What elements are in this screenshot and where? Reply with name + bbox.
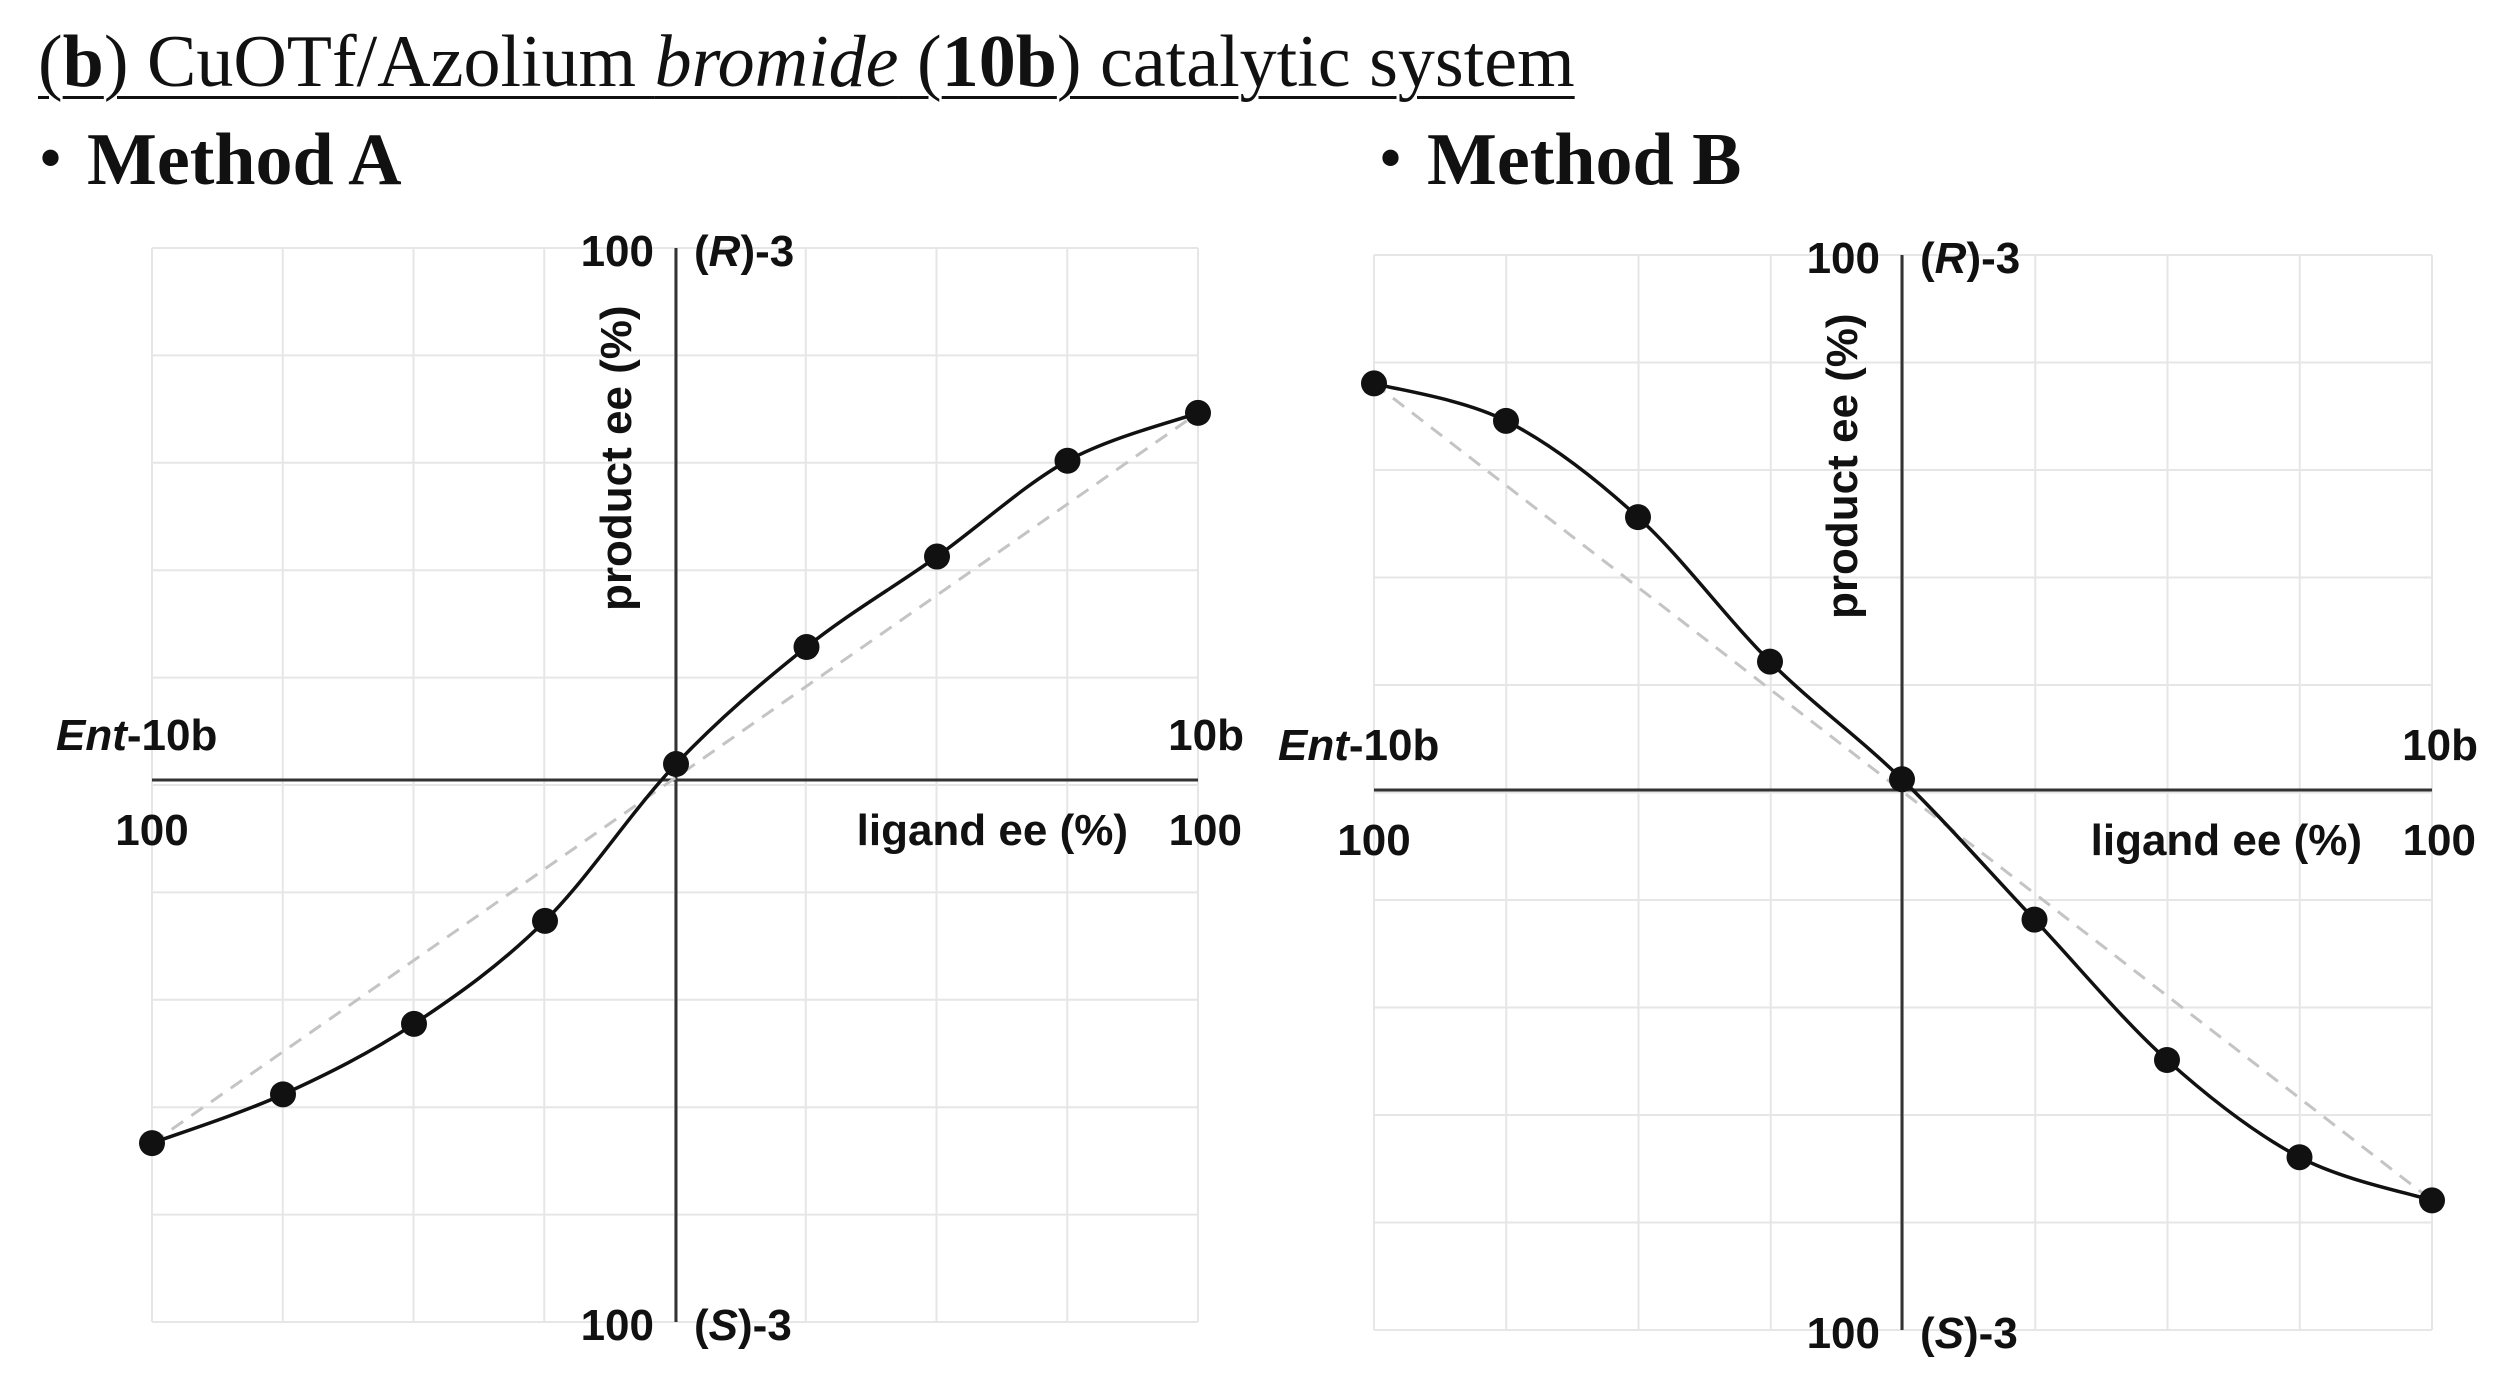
data-point bbox=[1625, 504, 1651, 531]
y-top-tick-label: 100 bbox=[1807, 234, 1880, 283]
data-point bbox=[401, 1010, 427, 1037]
x-left-tick-label: 100 bbox=[1337, 816, 1410, 865]
data-point bbox=[924, 543, 950, 570]
data-point bbox=[270, 1081, 296, 1108]
data-point bbox=[2419, 1187, 2445, 1214]
data-point bbox=[2021, 906, 2048, 933]
x-axis-title: ligand ee (%) bbox=[2091, 816, 2362, 865]
data-point bbox=[1889, 766, 1915, 793]
x-left-axis-label: Ent-10b bbox=[1278, 721, 1439, 770]
data-point bbox=[532, 907, 558, 934]
data-point bbox=[2154, 1047, 2180, 1073]
data-point bbox=[663, 751, 689, 778]
data-point bbox=[1757, 648, 1783, 675]
reference-dashed-line bbox=[1373, 382, 2433, 1202]
method-b-title: • Method B bbox=[1380, 119, 1742, 201]
reference-dashed-line bbox=[151, 411, 1199, 1145]
data-point bbox=[1185, 399, 1211, 426]
chart-method-a: 100 (R)-3 100 (S)-3 product ee (%) Ent-10b 10b… bbox=[56, 227, 1244, 1350]
method-a-title: • Method A bbox=[40, 119, 402, 201]
x-right-axis-label: 10b bbox=[1168, 711, 1244, 760]
data-point bbox=[139, 1130, 165, 1157]
y-top-axis-label: (R)-3 bbox=[1920, 234, 2020, 283]
data-point bbox=[1493, 407, 1519, 434]
x-left-axis-label: Ent-10b bbox=[56, 711, 217, 760]
y-bottom-axis-label: (S)-3 bbox=[1920, 1309, 2018, 1358]
data-point bbox=[1361, 370, 1387, 397]
bullet-icon: • bbox=[1380, 125, 1402, 191]
chart-method-b: 100 (R)-3 100 (S)-3 product ee (%) Ent-10b 10b… bbox=[1278, 234, 2478, 1358]
y-bottom-axis-label: (S)-3 bbox=[694, 1301, 792, 1350]
y-bottom-tick-label: 100 bbox=[581, 1301, 654, 1350]
y-top-axis-label: (R)-3 bbox=[694, 227, 794, 276]
x-right-tick-label: 100 bbox=[2403, 816, 2476, 865]
y-bottom-tick-label: 100 bbox=[1807, 1309, 1880, 1358]
data-point bbox=[1054, 447, 1081, 474]
bullet-icon: • bbox=[40, 125, 62, 191]
y-axis-title: product ee (%) bbox=[592, 305, 641, 611]
x-right-tick-label: 100 bbox=[1169, 806, 1242, 855]
x-right-axis-label: 10b bbox=[2402, 721, 2478, 770]
y-top-tick-label: 100 bbox=[581, 227, 654, 276]
x-left-tick-label: 100 bbox=[115, 806, 188, 855]
data-point bbox=[793, 634, 820, 660]
y-axis-title: product ee (%) bbox=[1818, 313, 1867, 619]
data-point bbox=[2286, 1144, 2313, 1171]
figure-heading: (b) CuOTf/Azolium bromide (10b) catalyti… bbox=[38, 21, 1575, 103]
x-axis-title: ligand ee (%) bbox=[857, 806, 1128, 855]
